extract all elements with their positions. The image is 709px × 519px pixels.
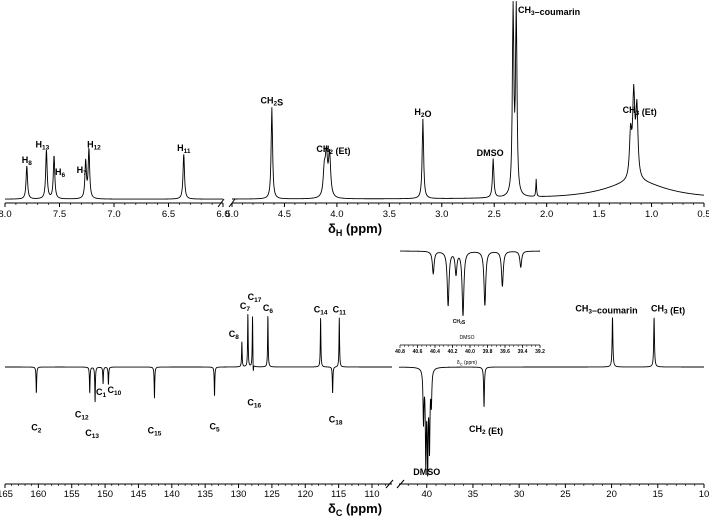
c-x-ticks: 165 160 155 150 145 140 135 130 125 120 115 110 40 35… <box>0 484 709 500</box>
c-peak-label: C16 <box>247 397 261 409</box>
h-tick-label: 2.5 <box>488 209 501 220</box>
h-spectrum-trace <box>5 1 705 200</box>
inset-tick-label: 39.6 <box>500 349 510 355</box>
c-tick-label: 120 <box>297 489 313 500</box>
c-peak-label: CH3–coumarin <box>575 304 637 316</box>
h-peak-label: H7 <box>77 165 88 177</box>
c-peak-label: C17 <box>248 292 262 304</box>
c-tick-label: 115 <box>331 489 346 500</box>
c-peak-label: C18 <box>329 415 343 427</box>
inset-tick-label: 39.8 <box>483 349 493 355</box>
c-spectrum-trace <box>5 314 704 477</box>
h-tick-label: 1.0 <box>645 209 658 220</box>
h-peak-label: CH3 (Et) <box>623 105 657 117</box>
c-tick-label: 150 <box>97 489 113 500</box>
c-tick-label: 140 <box>164 489 180 500</box>
h-tick-label: 7.5 <box>53 209 66 220</box>
c-peak-label: C5 <box>209 421 220 433</box>
c-peak-label: C11 <box>333 305 347 317</box>
h-tick-label: 2.0 <box>540 209 553 220</box>
h-x-axis-title: δH (ppm) <box>328 221 382 238</box>
c-peak-label: C8 <box>229 329 240 341</box>
c-peak-label: CH2 (Et) <box>469 424 503 436</box>
h-peak-label: H12 <box>87 139 101 151</box>
h-tick-label: 4.5 <box>278 209 291 220</box>
c-peak-label: C13 <box>85 428 99 440</box>
c-axis-break-mark <box>385 479 394 489</box>
c-peak-label: C15 <box>148 425 162 437</box>
h-peak-label: H11 <box>177 143 191 155</box>
c-nmr-panel: 165 160 155 150 145 140 135 130 125 120 115 110 40 35… <box>0 250 709 518</box>
c-peak-label: C6 <box>263 303 274 315</box>
c-tick-label: 20 <box>606 489 617 500</box>
c-peak-label: C14 <box>314 305 328 317</box>
inset-tick-label: 40.0 <box>465 349 475 355</box>
c-tick-label: 35 <box>468 489 479 500</box>
c-tick-label: 10 <box>699 489 709 500</box>
h-tick-label: 0.5 <box>697 209 709 220</box>
c-tick-label: 155 <box>64 489 80 500</box>
c-tick-label: 25 <box>560 489 571 500</box>
h-tick-label: 4.0 <box>330 209 343 220</box>
c-tick-label: 125 <box>264 489 280 500</box>
h-x-ticks: 8.0 7.5 7.0 6.5 6.05.0 4.5 4.0 3.5 3.0 2.5 2.0 1.5 1… <box>0 203 709 220</box>
inset-tick-label: 40.8 <box>395 349 405 355</box>
c-x-axis-title: δC (ppm) <box>328 501 382 518</box>
c-peak-label: C1 <box>96 387 107 399</box>
c-tick-label: 40 <box>421 489 432 500</box>
inset-tick-label: 40.6 <box>413 349 423 355</box>
h-axis-break-mark <box>217 198 225 208</box>
h-tick-label: 1.5 <box>593 209 606 220</box>
inset-x-label: δC (ppm) <box>457 360 477 367</box>
c-tick-label: 160 <box>30 489 46 500</box>
h-nmr-panel: 8.0 7.5 7.0 6.5 6.05.0 4.5 4.0 3.5 3.0 2.5 2.0 1.5 1… <box>0 1 709 238</box>
inset-title: DMSO <box>460 335 475 341</box>
dmso-inset: 40.8 40.6 40.4 40.2 40.0 39.8 39.6 39.4 39.2 DMS… <box>395 250 545 367</box>
inset-tick-label: 40.4 <box>430 349 440 355</box>
h-peak-label: H8 <box>22 155 33 167</box>
h-tick-label: 7.0 <box>107 209 120 220</box>
c-tick-label: 130 <box>231 489 247 500</box>
inset-trace <box>400 250 540 316</box>
c-tick-label: 30 <box>514 489 525 500</box>
inset-tick-label: 39.4 <box>518 349 528 355</box>
h-tick-label: 3.5 <box>383 209 396 220</box>
inset-tick-label: 40.2 <box>448 349 458 355</box>
c-peak-label: CH3 (Et) <box>651 304 685 316</box>
c-peak-label: C10 <box>108 385 122 397</box>
c-peak-label: C2 <box>31 423 42 435</box>
c-tick-label: 145 <box>131 489 147 500</box>
h-peak-label: DMSO <box>477 148 504 158</box>
c-peak-label: C7 <box>240 301 251 313</box>
h-tick-label: 6.0 <box>216 209 229 220</box>
inset-peak-label: CH2S <box>453 319 466 326</box>
h-tick-label: 8.0 <box>0 209 12 220</box>
c-axis-break-mark <box>396 479 405 489</box>
h-peak-label: H13 <box>36 139 50 151</box>
c-tick-label: 110 <box>364 489 379 500</box>
h-tick-label: 3.0 <box>435 209 448 220</box>
c-tick-label: 15 <box>652 489 663 500</box>
c-x-axis <box>5 479 704 489</box>
h-peak-label: H6 <box>55 167 66 179</box>
h-tick-label: 5.0 <box>225 209 238 220</box>
c-peak-label: C12 <box>75 410 89 422</box>
h-peak-label: CH2 (Et) <box>316 144 350 156</box>
c-peak-label: DMSO <box>413 467 440 477</box>
c-tick-label: 165 <box>0 489 13 500</box>
h-tick-label: 6.5 <box>162 209 175 220</box>
inset-tick-label: 39.2 <box>535 349 545 355</box>
h-peak-label: CH3–coumarin <box>518 5 580 17</box>
h-peak-label: H2O <box>414 107 431 119</box>
h-peak-label: CH2S <box>261 95 284 107</box>
c-tick-label: 135 <box>197 489 213 500</box>
inset-x-axis: 40.8 40.6 40.4 40.2 40.0 39.8 39.6 39.4 39.2 <box>395 344 545 355</box>
